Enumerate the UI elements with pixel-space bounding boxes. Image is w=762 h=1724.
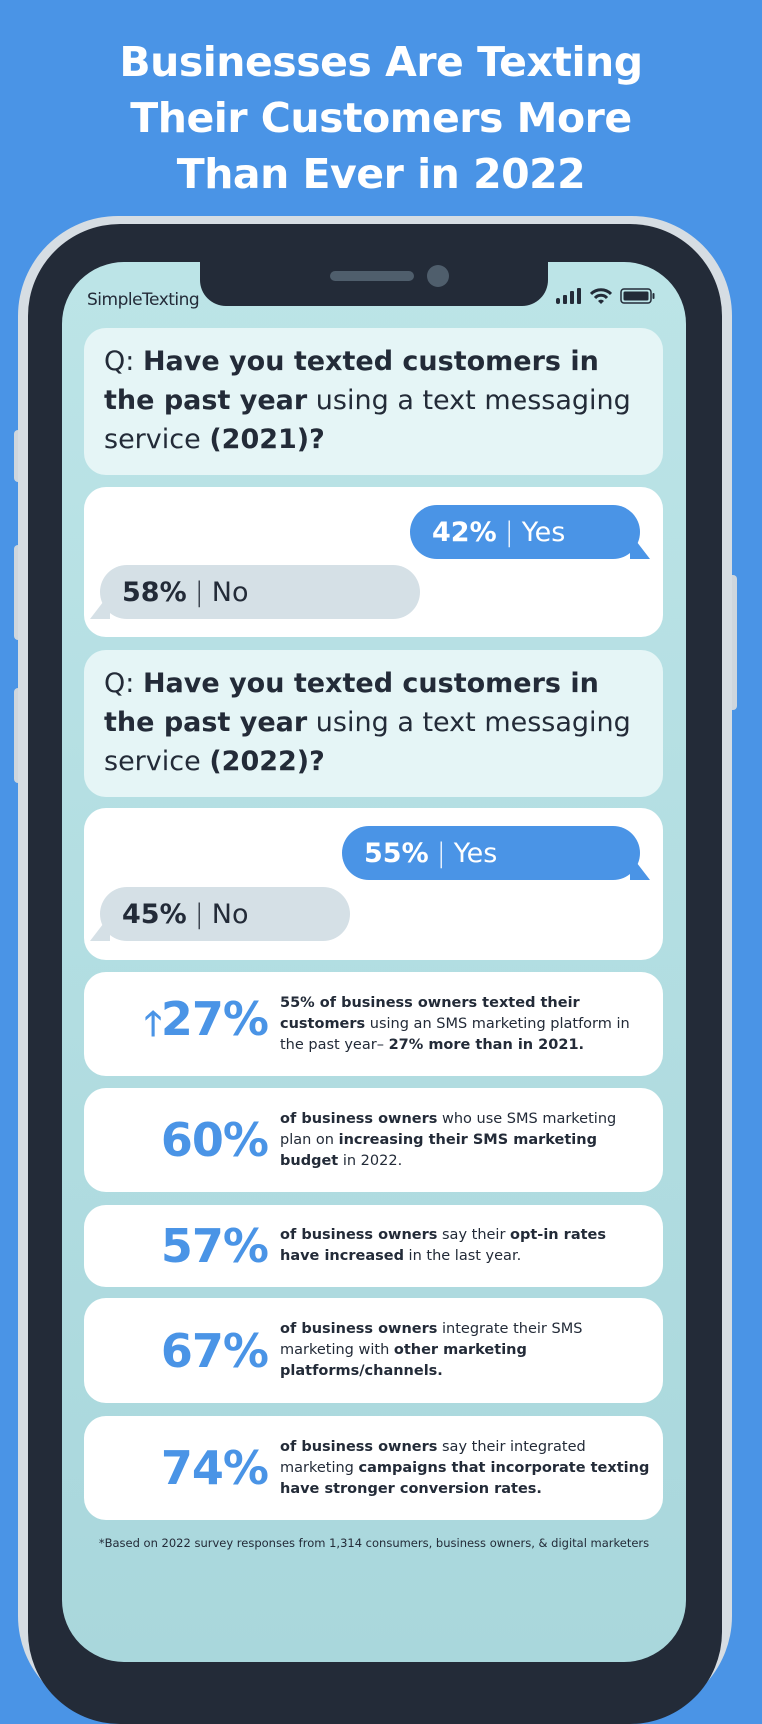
yes-percent: 42% [432, 516, 497, 548]
divider: | [504, 516, 514, 548]
text-segment: who use SMS marketing plan on [280, 1110, 617, 1148]
stat-value: 74% [160, 1441, 269, 1495]
text-segment: (2022)? [209, 746, 325, 777]
no-label: No [211, 898, 249, 930]
yes-bubble: 42% | Yes [410, 505, 650, 559]
answer-card-2021: 42% | Yes 58% | No [84, 487, 663, 637]
stat-text: of business owners integrate their SMS m… [280, 1319, 650, 1382]
text-segment: of business owners [280, 1110, 438, 1127]
text-segment: other marketing platforms/channels. [280, 1342, 527, 1379]
yes-label: Yes [521, 516, 566, 548]
page-title: Businesses Are Texting Their Customers M… [0, 34, 762, 202]
text-segment: Have you texted customers in the past ye… [104, 346, 599, 416]
text-segment: 55% of business owners texted their cust… [280, 994, 580, 1032]
text-segment: using an SMS marketing platform in the p… [280, 1015, 630, 1053]
title-line: Businesses Are Texting [119, 38, 643, 86]
stat-card: 60% of business owners who use SMS market… [84, 1088, 663, 1192]
question-card-2021: Q: Have you texted customers in the past… [84, 328, 663, 475]
divider: | [194, 576, 204, 608]
stat-value: 57% [160, 1219, 269, 1273]
text-segment: of business owners [280, 1321, 438, 1337]
yes-bubble: 55% | Yes [342, 826, 650, 880]
text-segment: opt-in rates have increased [280, 1227, 606, 1264]
stat-card: 🡑27% 55% of business owners texted their … [84, 972, 663, 1076]
stat-value: 60% [160, 1113, 269, 1167]
divider: | [194, 898, 204, 930]
stat-text: of business owners say their opt-in rate… [280, 1225, 650, 1267]
divider: | [436, 837, 446, 869]
text-segment: campaigns that incorporate texting have … [280, 1459, 650, 1497]
speaker-icon [330, 271, 414, 281]
text-segment: of business owners [280, 1227, 438, 1243]
text-segment: say their [437, 1227, 511, 1243]
text-segment: Q: [104, 346, 143, 377]
text-segment: (2021)? [209, 424, 325, 455]
text-segment: increasing their SMS marketing budget [280, 1131, 597, 1169]
arrow-up-icon: 🡑 [144, 1003, 162, 1044]
text-segment: integrate their SMS marketing with [280, 1321, 583, 1358]
phone-screen: SimpleTexting Q: Have you texted custome… [62, 262, 686, 1662]
phone-side-button [727, 575, 737, 710]
stat-card: 74% of business owners say their integrat… [84, 1416, 663, 1520]
text-segment: of business owners [280, 1438, 438, 1455]
status-bar [556, 288, 656, 304]
text-segment: in the last year. [403, 1248, 522, 1264]
wifi-icon [590, 288, 612, 304]
yes-label: Yes [453, 837, 498, 869]
battery-icon [620, 288, 655, 304]
text-segment: using a text messaging service [104, 385, 631, 455]
text-segment: Have you texted customers in the past ye… [104, 668, 599, 738]
stat-text: of business owners who use SMS marketing… [280, 1109, 650, 1172]
no-bubble: 58% | No [90, 565, 420, 619]
signal-icon [556, 288, 581, 304]
stat-text: 55% of business owners texted their cust… [280, 993, 650, 1056]
footnote: *Based on 2022 survey responses from 1,3… [98, 1536, 650, 1550]
no-percent: 58% [122, 576, 187, 608]
yes-percent: 55% [364, 837, 429, 869]
no-percent: 45% [122, 898, 187, 930]
text-segment: in 2022. [338, 1152, 403, 1169]
answer-card-2022: 55% | Yes 45% | No [84, 808, 663, 960]
stat-card: 67% of business owners integrate their SM… [84, 1298, 663, 1403]
title-line: Their Customers More [130, 94, 632, 142]
phone-notch [200, 262, 548, 306]
stat-text: of business owners say their integrated … [280, 1437, 650, 1500]
no-label: No [211, 576, 249, 608]
text-segment: 27% more than in 2021. [388, 1036, 585, 1053]
brand-logo: SimpleTexting [87, 290, 200, 310]
text-segment: using a text messaging service [104, 707, 631, 777]
stat-card: 57% of business owners say their opt-in r… [84, 1205, 663, 1287]
title-line: Than Ever in 2022 [176, 150, 586, 198]
stat-number: 27% [160, 991, 269, 1046]
stat-value: 67% [160, 1323, 269, 1378]
question-card-2022: Q: Have you texted customers in the past… [84, 650, 663, 797]
text-segment: Q: [104, 668, 143, 699]
text-segment: say their integrated marketing [280, 1438, 586, 1476]
camera-icon [427, 265, 449, 287]
no-bubble: 45% | No [90, 887, 350, 941]
stat-value: 🡑27% [84, 992, 280, 1057]
